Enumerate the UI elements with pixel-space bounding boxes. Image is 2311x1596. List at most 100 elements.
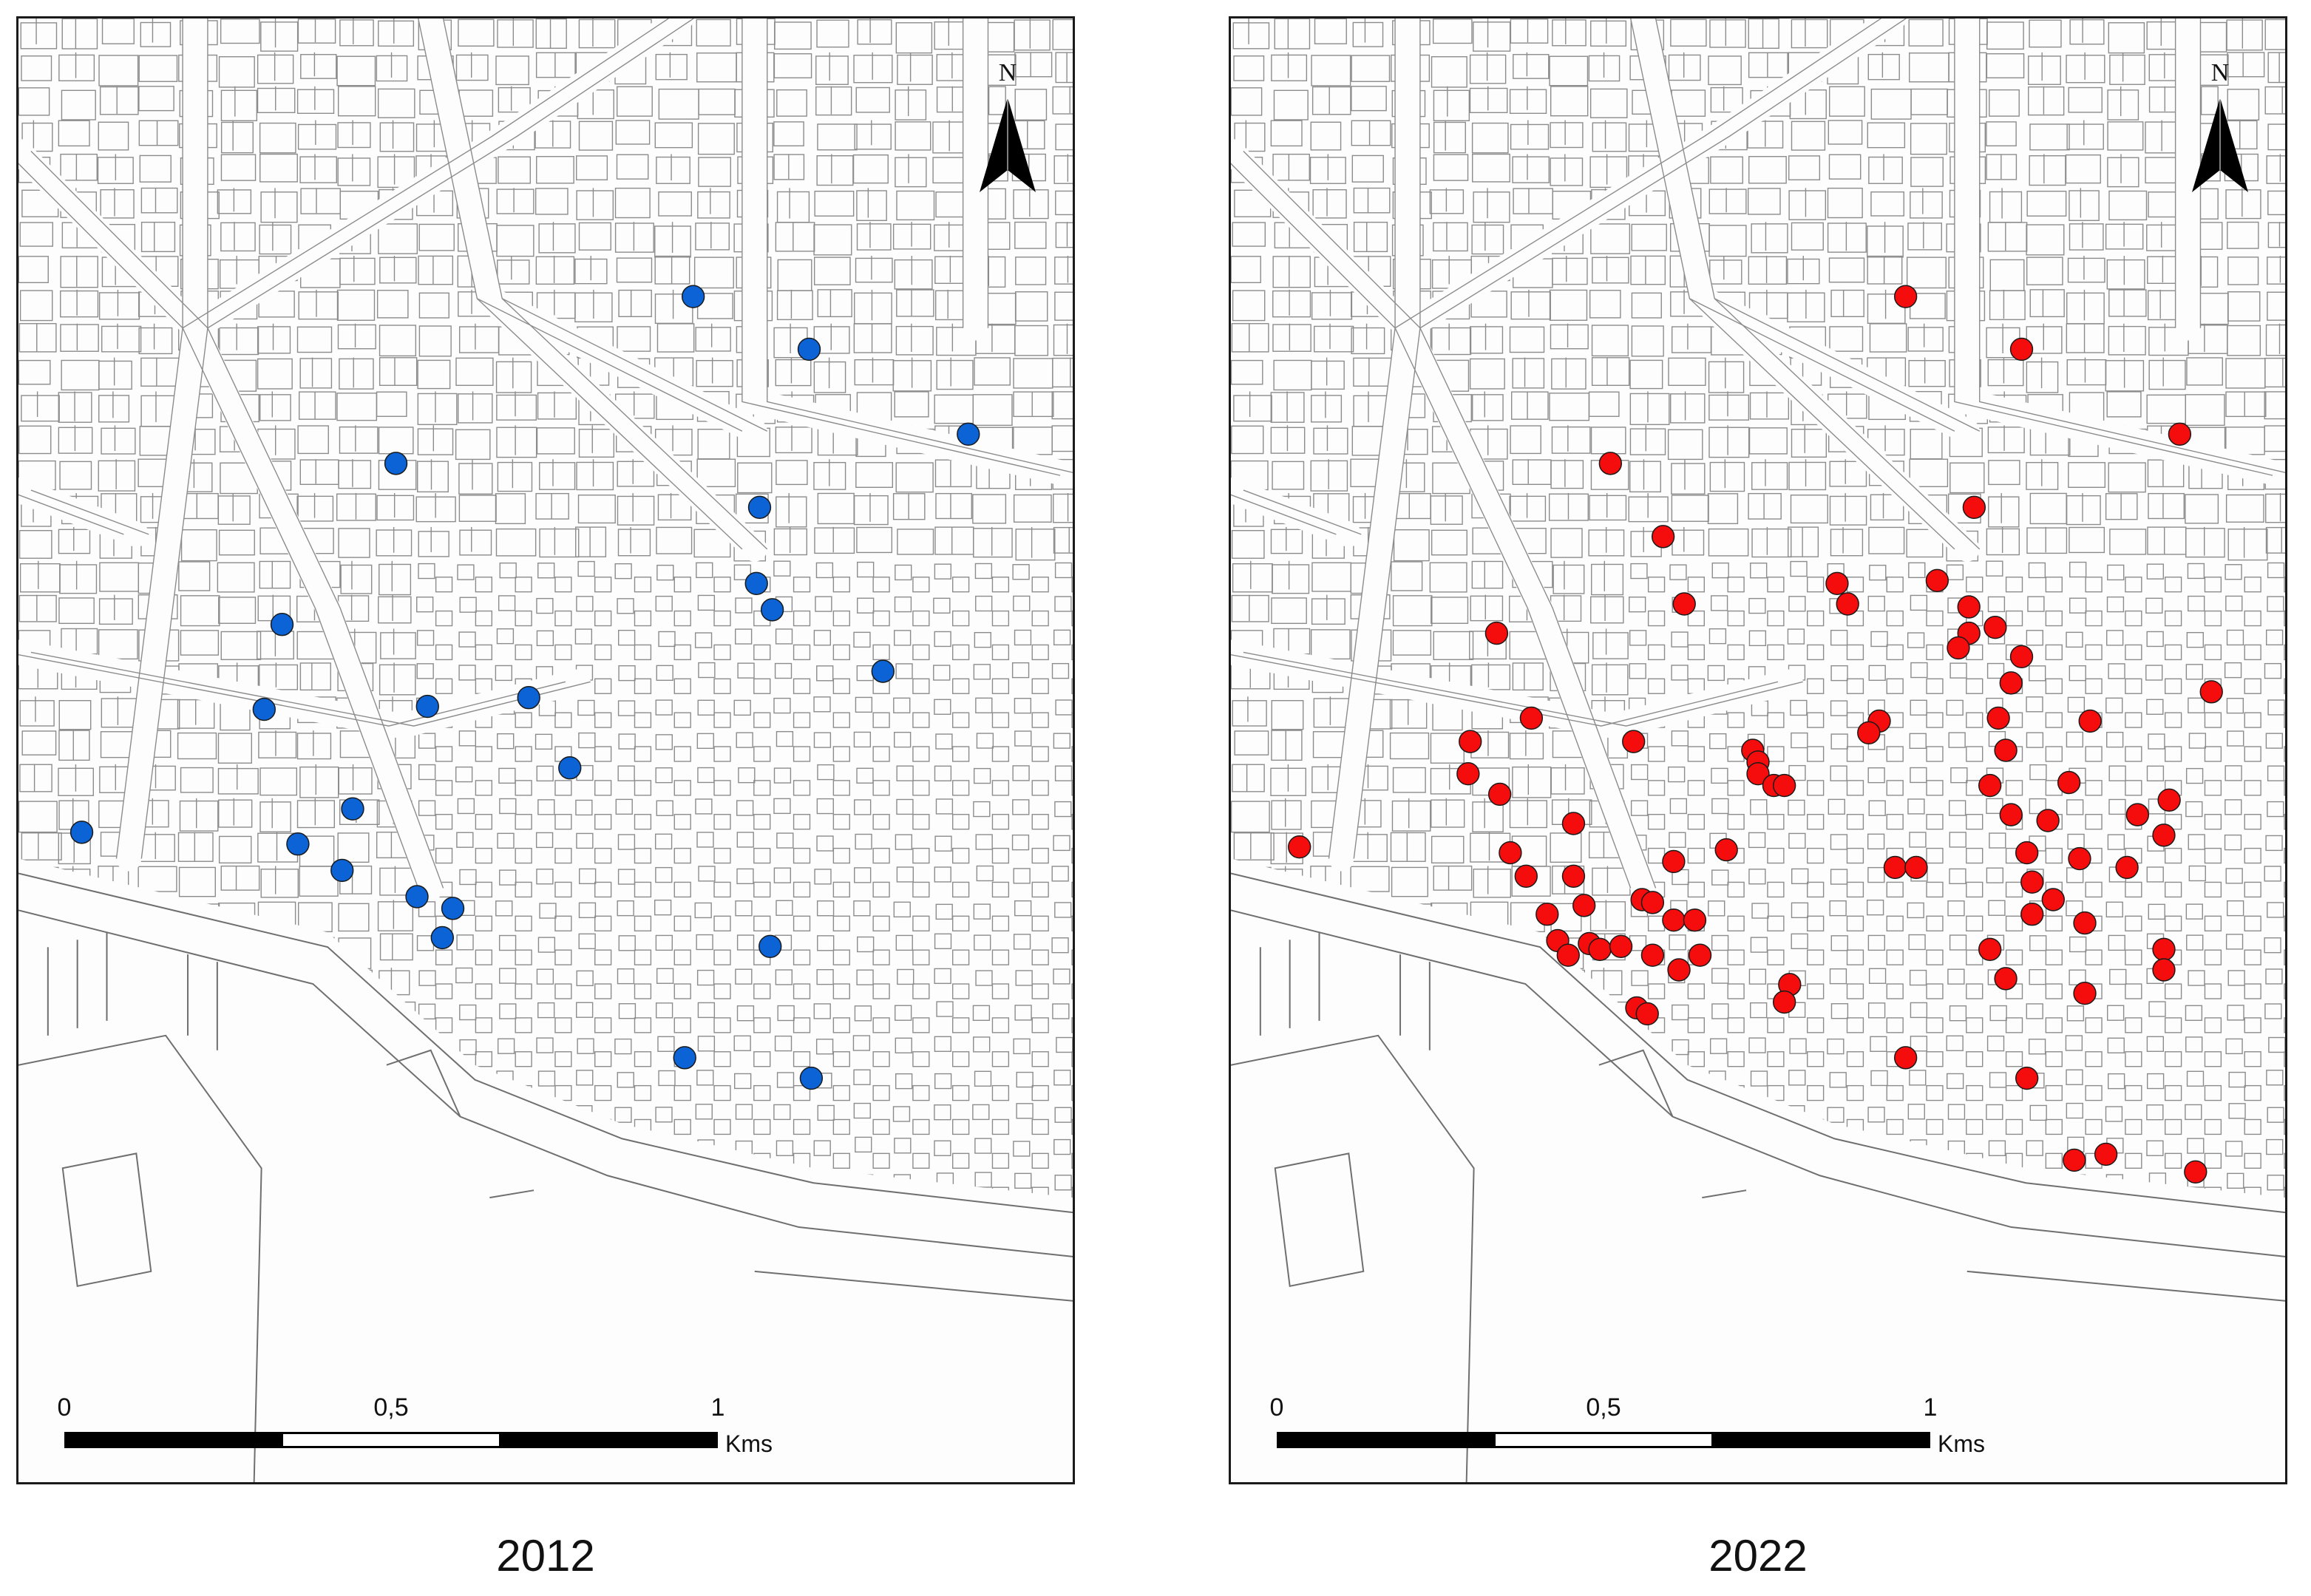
point-marker [2152, 824, 2176, 847]
point-marker [2157, 788, 2181, 812]
point-marker [1556, 943, 1580, 967]
point-marker [1622, 730, 1646, 753]
scale-bar-graphic [64, 1432, 718, 1448]
base-map [1231, 18, 2285, 1482]
point-marker [1535, 903, 1559, 926]
avenues [18, 18, 1073, 901]
point-marker [1983, 616, 2007, 639]
point-marker [1925, 568, 1949, 592]
point-marker [1986, 706, 2010, 730]
point-marker [1825, 571, 1849, 595]
point-marker [1484, 621, 1509, 645]
point-marker [1499, 841, 1522, 865]
point-marker [2115, 855, 2139, 880]
point-marker [1662, 909, 1686, 932]
scale-unit: Kms [725, 1430, 773, 1457]
point-marker [744, 571, 768, 595]
point-marker [1598, 452, 1623, 475]
point-marker [2152, 958, 2176, 982]
coastline [1231, 872, 2285, 1482]
point-marker [1994, 967, 2018, 991]
point-marker [1519, 706, 1544, 730]
map-panel-2012: N 0 0,5 1 Kms [16, 16, 1075, 1484]
point-marker [799, 1066, 824, 1090]
scale-bar: 0 0,5 1 Kms [1263, 1393, 1985, 1482]
year-caption-2022: 2022 [1708, 1531, 1808, 1580]
scale-tick-1: 1 [710, 1393, 725, 1422]
point-marker [2036, 809, 2060, 832]
point-marker [1561, 812, 1586, 835]
point-marker [871, 659, 895, 683]
points-layer [1288, 285, 2223, 1184]
point-marker [2125, 803, 2150, 826]
point-marker [558, 756, 582, 780]
point-marker [1883, 855, 1907, 880]
point-marker [1772, 990, 1796, 1014]
point-marker [1640, 891, 1665, 914]
avenues [1231, 18, 2285, 901]
north-label: N [2210, 59, 2230, 86]
coastline [18, 872, 1073, 1482]
point-marker [2009, 337, 2034, 361]
point-marker [759, 934, 782, 958]
point-marker [2015, 1066, 2039, 1090]
point-marker [1572, 894, 1596, 917]
point-marker [1635, 1002, 1659, 1026]
point-marker [69, 821, 94, 844]
scale-tick-0: 0 [1269, 1393, 1284, 1422]
point-marker [2020, 903, 2044, 926]
scale-tick-1: 1 [1923, 1393, 1938, 1422]
point-marker [673, 1046, 696, 1070]
point-marker [1994, 738, 2018, 762]
point-marker [270, 613, 294, 636]
point-marker [1904, 855, 1928, 880]
point-marker [1957, 595, 1981, 619]
point-marker [1893, 285, 1918, 308]
point-marker [1978, 937, 2002, 961]
point-marker [341, 797, 364, 821]
scale-tick-half: 0,5 [1586, 1393, 1621, 1422]
scale-bar-graphic [1277, 1432, 1930, 1448]
point-marker [286, 832, 310, 856]
point-marker [1456, 762, 1480, 786]
point-marker [252, 697, 276, 721]
point-marker [1672, 592, 1696, 616]
year-caption-2012: 2012 [496, 1531, 595, 1580]
point-marker [2073, 982, 2097, 1005]
point-marker [1836, 592, 1859, 616]
north-arrow-icon [980, 98, 1036, 192]
street-blocks [1231, 18, 2285, 1198]
point-marker [1688, 943, 1712, 967]
point-marker [2009, 645, 2034, 668]
point-marker [1662, 849, 1686, 874]
point-marker [2063, 1148, 2086, 1172]
point-marker [384, 452, 408, 475]
point-marker [681, 285, 705, 308]
point-marker [1746, 762, 1770, 786]
point-marker [797, 337, 821, 361]
point-marker [1459, 730, 1482, 753]
point-marker [2015, 841, 2039, 865]
point-marker [2168, 422, 2192, 446]
point-marker [1857, 721, 1881, 744]
point-marker [415, 694, 439, 719]
scale-unit: Kms [1938, 1430, 1985, 1457]
point-marker [2094, 1142, 2118, 1167]
scale-bar: 0 0,5 1 Kms [51, 1393, 773, 1482]
point-marker [1999, 803, 2023, 826]
point-marker [1487, 782, 1512, 807]
point-marker [2152, 937, 2176, 961]
point-marker [1514, 864, 1538, 888]
point-marker [1772, 773, 1796, 798]
point-marker [1893, 1046, 1918, 1070]
point-marker [517, 686, 540, 710]
point-marker [2020, 870, 2044, 894]
point-marker [330, 858, 354, 883]
point-marker [957, 422, 980, 446]
point-marker [1288, 835, 1311, 859]
point-marker [405, 885, 429, 909]
point-marker [1609, 934, 1633, 958]
point-marker [1667, 958, 1691, 982]
point-marker [2199, 680, 2223, 704]
point-marker [2041, 888, 2066, 911]
